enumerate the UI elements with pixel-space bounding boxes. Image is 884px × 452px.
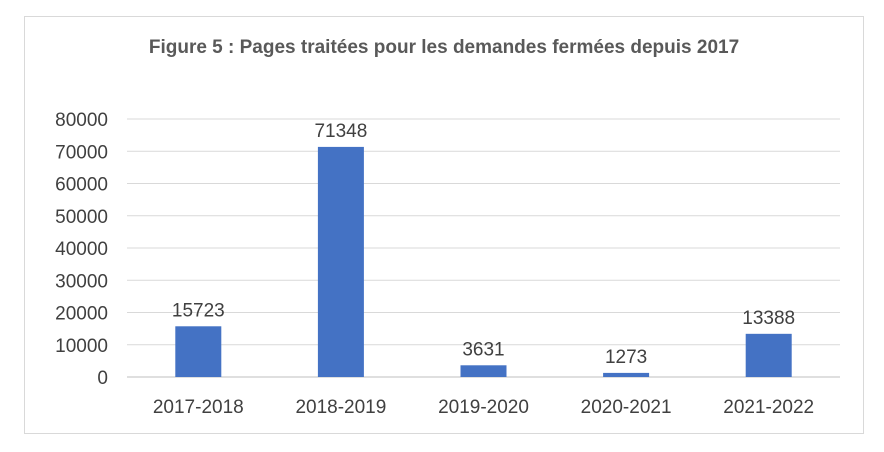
x-tick-label: 2017-2018 [153, 397, 244, 418]
bar [317, 146, 364, 377]
data-label: 3631 [462, 339, 504, 360]
y-tick-label: 80000 [55, 110, 108, 131]
data-label: 71348 [314, 121, 367, 142]
y-tick-label: 70000 [55, 142, 108, 163]
x-tick-label: 2020-2021 [581, 397, 672, 418]
y-tick-label: 60000 [55, 175, 108, 196]
data-label: 13388 [742, 308, 795, 329]
bar [603, 372, 650, 377]
data-label: 15723 [172, 300, 225, 321]
x-tick-label: 2018-2019 [295, 397, 386, 418]
y-tick-label: 10000 [55, 336, 108, 357]
bar [460, 365, 507, 377]
y-tick-label: 20000 [55, 304, 108, 325]
x-tick-label: 2021-2022 [723, 397, 814, 418]
y-tick-label: 50000 [55, 207, 108, 228]
x-tick-label: 2019-2020 [438, 397, 529, 418]
chart-title: Figure 5 : Pages traitées pour les deman… [148, 37, 740, 58]
data-label: 1273 [605, 347, 647, 368]
bar [745, 333, 792, 377]
y-tick-label: 0 [97, 368, 108, 389]
chart-frame [24, 16, 864, 434]
y-tick-label: 30000 [55, 271, 108, 292]
y-tick-label: 40000 [55, 239, 108, 260]
bar [175, 326, 222, 377]
